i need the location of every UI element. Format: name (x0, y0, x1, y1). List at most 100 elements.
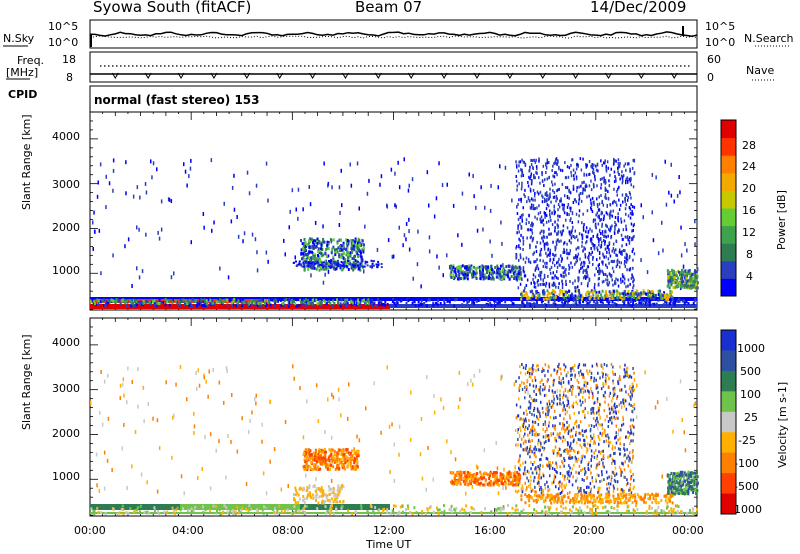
power-cell (130, 304, 133, 308)
power-cell (616, 254, 619, 258)
velocity-cell (373, 511, 376, 515)
velocity-cell (561, 482, 563, 486)
power-cell (624, 293, 627, 297)
power-cell (335, 267, 338, 271)
velocity-cell (223, 400, 225, 405)
power-cell (564, 161, 566, 164)
velocity-cell (349, 460, 352, 464)
power-cell (558, 263, 560, 267)
power-cell (606, 265, 608, 269)
velocity-cell (299, 386, 301, 391)
power-cell (617, 162, 620, 165)
power-cell (257, 301, 260, 305)
power-cell (371, 262, 374, 265)
power-cell (542, 234, 545, 239)
power-cell (489, 301, 492, 305)
power-cell (593, 286, 596, 290)
velocity-cell (612, 490, 615, 493)
power-cell (519, 267, 522, 271)
power-cell (573, 177, 575, 181)
power-cell (535, 158, 537, 162)
power-cell (629, 294, 632, 298)
velocity-cell (527, 479, 530, 483)
power-cell (616, 193, 618, 197)
power-cell (605, 230, 607, 234)
power-cell (620, 217, 622, 221)
power-cell (605, 169, 608, 173)
power-cell (680, 271, 682, 275)
velocity-cell (329, 504, 332, 508)
power-cell (562, 229, 565, 233)
power-cell (329, 238, 332, 242)
velocity-cell (563, 368, 566, 372)
power-cell (341, 264, 344, 267)
power-cell (597, 248, 599, 252)
velocity-cell (321, 459, 324, 463)
power-cell (572, 184, 575, 188)
power-cell (593, 200, 595, 204)
power-cell (551, 180, 553, 184)
power-cell (362, 250, 365, 254)
power-cell (403, 157, 405, 162)
power-cell (533, 174, 535, 178)
velocity-cell (303, 451, 306, 455)
velocity-cell (328, 509, 331, 513)
power-cell (559, 168, 562, 172)
velocity-cell (324, 493, 327, 497)
velocity-cell (335, 453, 338, 457)
power-cell (569, 233, 571, 237)
power-cell (684, 269, 687, 273)
power-cell (561, 257, 563, 261)
power-cell (354, 266, 357, 269)
power-cell (516, 231, 518, 235)
power-cell (596, 184, 598, 188)
power-cell (346, 260, 349, 264)
power-cell (552, 196, 555, 199)
power-cell (368, 178, 370, 183)
velocity-cell (306, 495, 309, 499)
power-cell (564, 304, 567, 308)
velocity-cell (305, 463, 308, 467)
power-cell (546, 203, 549, 207)
power-cell (682, 283, 685, 287)
power-cell (520, 233, 522, 237)
power-cell (602, 296, 605, 300)
power-cell (597, 222, 600, 226)
power-cell (592, 243, 594, 248)
power-cell (606, 203, 608, 208)
velocity-cell (541, 370, 543, 373)
power-cell (661, 220, 663, 225)
power-cell (551, 183, 554, 187)
power-cell (615, 248, 617, 252)
power-cell (308, 256, 311, 260)
power-cell (379, 182, 381, 187)
power-cell (533, 294, 536, 298)
velocity-cell (604, 505, 607, 509)
velocity-cell (645, 512, 648, 516)
power-cell (605, 263, 607, 267)
velocity-cell (326, 509, 329, 513)
velocity-cell (595, 411, 598, 415)
velocity-cell (438, 508, 441, 512)
power-cell (620, 233, 623, 237)
velocity-cell (589, 507, 592, 511)
velocity-cell (544, 505, 546, 509)
power-cell (625, 224, 627, 228)
power-cell (150, 159, 152, 164)
power-cell (199, 301, 202, 305)
power-cell (141, 269, 144, 274)
power-cell (626, 235, 628, 239)
power-cell (176, 302, 179, 306)
power-cell (516, 266, 519, 270)
velocity-cell (194, 505, 197, 509)
power-cell (529, 302, 532, 306)
power-cell (307, 262, 310, 266)
xtick-2400: 00:00 (672, 524, 704, 537)
velocity-cell (545, 510, 548, 514)
power-cell (612, 270, 615, 274)
power-cell (346, 250, 349, 254)
velocity-cell (93, 512, 96, 516)
power-cell (332, 257, 335, 261)
power-cell (628, 236, 631, 239)
velocity-cell (286, 508, 289, 512)
